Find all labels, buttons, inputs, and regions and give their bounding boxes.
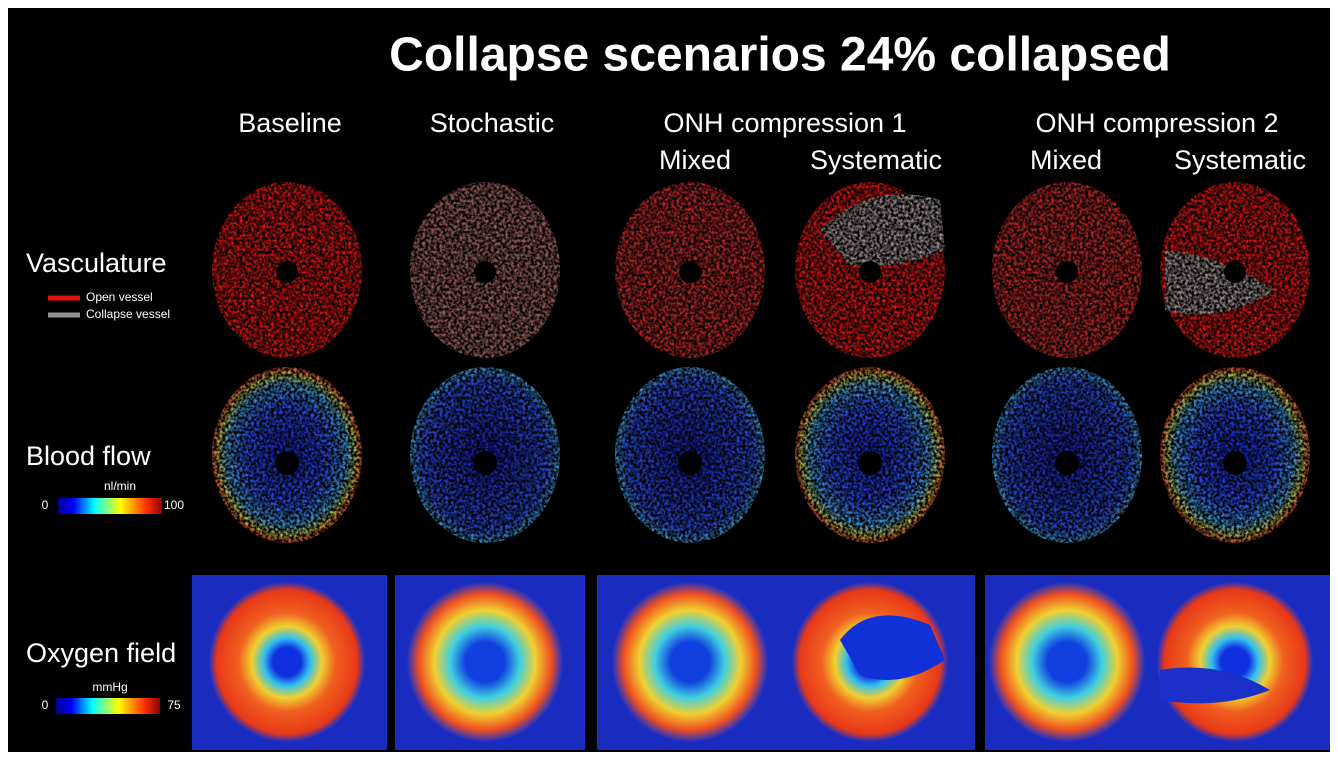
optic-hole bbox=[858, 451, 882, 475]
optic-hole bbox=[859, 261, 881, 283]
subcolumn-header: Mixed bbox=[659, 145, 731, 175]
oxygen-field bbox=[407, 582, 563, 742]
optic-hole bbox=[1224, 261, 1246, 283]
oxygen-field bbox=[1157, 582, 1313, 742]
subcolumn-header: Systematic bbox=[1174, 145, 1306, 175]
optic-hole bbox=[679, 261, 701, 283]
optic-hole bbox=[473, 451, 497, 475]
oxygen-field bbox=[209, 582, 365, 742]
panels bbox=[192, 182, 1330, 750]
optic-hole bbox=[678, 451, 702, 475]
colorbar-min: 0 bbox=[42, 698, 49, 712]
optic-hole bbox=[275, 451, 299, 475]
optic-hole bbox=[276, 261, 298, 283]
colorbar bbox=[58, 498, 162, 514]
row-label: Blood flow bbox=[26, 441, 151, 471]
column-header: Baseline bbox=[238, 108, 342, 138]
colorbar-unit: mmHg bbox=[92, 680, 127, 694]
optic-hole bbox=[474, 261, 496, 283]
subcolumn-header: Mixed bbox=[1030, 145, 1102, 175]
optic-hole bbox=[1056, 261, 1078, 283]
hypoxic-region bbox=[840, 615, 945, 680]
oxygen-field bbox=[612, 582, 768, 742]
column-header: Stochastic bbox=[430, 108, 555, 138]
optic-hole bbox=[1223, 451, 1247, 475]
subcolumn-header: Systematic bbox=[810, 145, 942, 175]
title: Collapse scenarios 24% collapsed bbox=[389, 29, 1171, 82]
column-header: ONH compression 1 bbox=[663, 108, 906, 138]
column-header: ONH compression 2 bbox=[1035, 108, 1278, 138]
legend-label: Open vessel bbox=[86, 290, 153, 304]
row-label: Oxygen field bbox=[26, 638, 176, 668]
colorbar-max: 100 bbox=[164, 498, 184, 512]
collapsed-vessels bbox=[1165, 250, 1275, 315]
collapsed-vessels bbox=[820, 194, 945, 266]
hypoxic-region bbox=[1160, 667, 1270, 704]
row-label: Vasculature bbox=[26, 248, 167, 278]
optic-hole bbox=[1055, 451, 1079, 475]
colorbar-unit: nl/min bbox=[104, 479, 136, 493]
colorbar-min: 0 bbox=[42, 498, 49, 512]
colorbar-max: 75 bbox=[167, 698, 181, 712]
oxygen-field bbox=[989, 582, 1145, 742]
legend-label: Collapse vessel bbox=[86, 307, 170, 321]
colorbar bbox=[56, 698, 160, 714]
